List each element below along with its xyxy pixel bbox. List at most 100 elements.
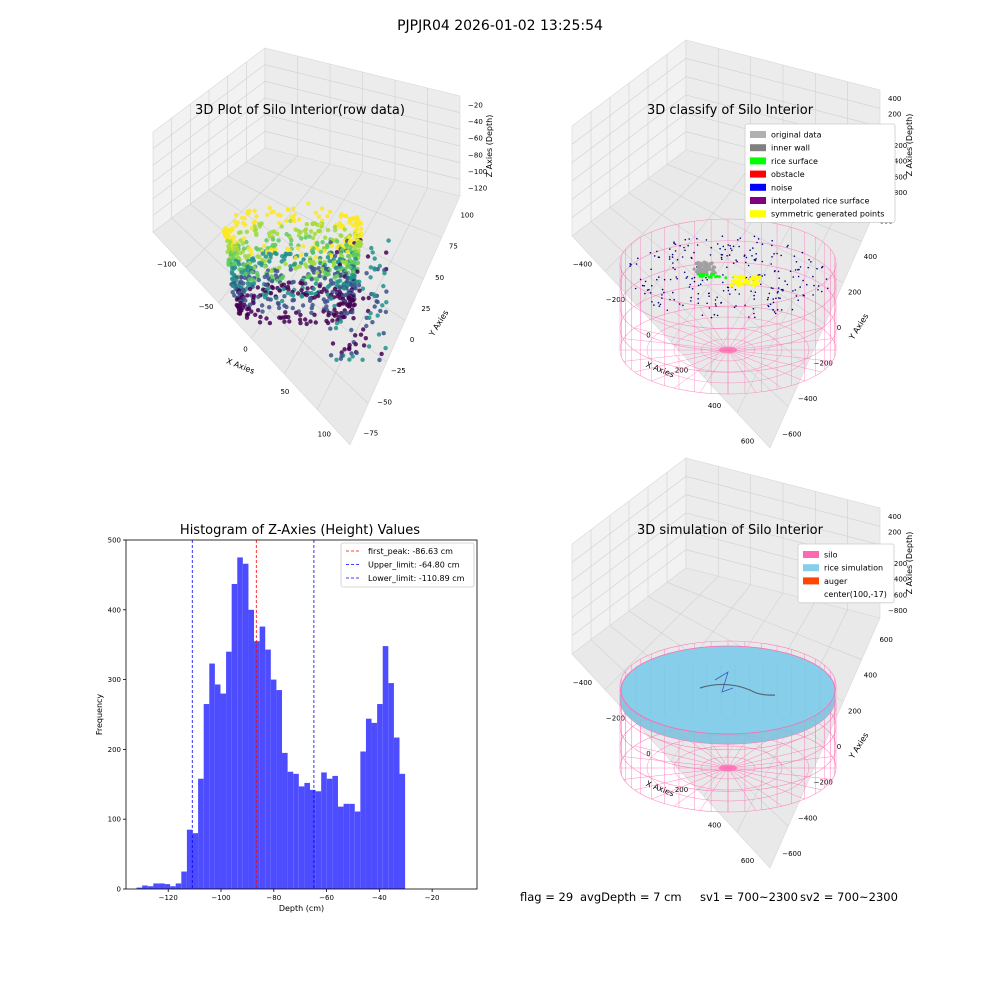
noise-point: [669, 248, 671, 250]
legend-label: noise: [771, 183, 792, 192]
data-point: [383, 345, 388, 351]
data-point: [338, 214, 343, 219]
y-tick-label: 600: [879, 636, 892, 644]
noise-point: [748, 316, 750, 318]
z-tick-label: −600: [888, 173, 907, 181]
noise-point: [777, 290, 779, 293]
data-point: [278, 315, 284, 320]
noise-point: [730, 247, 732, 250]
data-point: [357, 279, 362, 284]
noise-point: [735, 305, 737, 307]
noise-point: [801, 251, 804, 254]
noise-point: [738, 293, 740, 295]
z-tick-label: −400: [888, 576, 907, 584]
data-point: [268, 297, 273, 302]
legend-label: obstacle: [771, 170, 805, 179]
noise-point: [784, 280, 786, 282]
noise-point: [766, 298, 769, 301]
noise-point: [794, 289, 797, 291]
noise-point: [797, 299, 799, 302]
z-axis-label: Z Axies (Depth): [905, 532, 914, 595]
symmetric-point: [734, 279, 738, 282]
data-point: [372, 267, 377, 272]
rice-surface-point: [710, 272, 714, 276]
noise-point: [744, 304, 746, 307]
data-point: [262, 264, 268, 269]
noise-point: [697, 292, 700, 295]
data-point: [314, 277, 320, 282]
data-point: [259, 303, 265, 308]
noise-point: [673, 242, 675, 245]
noise-point: [768, 292, 771, 295]
noise-point: [791, 308, 794, 311]
data-point: [280, 254, 285, 259]
noise-point: [793, 255, 796, 257]
noise-point: [674, 250, 677, 252]
data-point: [345, 275, 350, 281]
noise-point: [767, 296, 769, 299]
noise-point: [674, 268, 676, 271]
y-tick-label: −200: [814, 779, 833, 787]
data-point: [244, 315, 250, 320]
data-point: [313, 320, 318, 325]
symmetric-point: [739, 274, 743, 278]
noise-point: [750, 290, 752, 293]
data-point: [384, 250, 389, 255]
data-point: [262, 243, 267, 249]
data-point: [384, 289, 389, 294]
data-point: [288, 242, 294, 247]
noise-point: [668, 258, 671, 260]
symmetric-point: [751, 275, 754, 279]
data-point: [322, 276, 328, 281]
data-point: [346, 304, 351, 309]
legend-swatch: [803, 577, 819, 585]
noise-point: [734, 288, 737, 291]
data-point: [321, 309, 326, 314]
data-point: [365, 254, 371, 259]
data-point: [267, 305, 272, 310]
noise-point: [745, 276, 748, 279]
noise-point: [721, 258, 723, 261]
data-point: [338, 356, 344, 361]
noise-point: [753, 258, 756, 261]
histogram-bar: [214, 684, 221, 889]
status-flag: flag = 29: [520, 890, 574, 904]
silo-wire-floor-ring: [673, 745, 783, 791]
noise-point: [708, 292, 710, 295]
inner-wall-point: [707, 267, 711, 271]
noise-point: [759, 274, 761, 276]
data-point: [225, 249, 230, 255]
noise-point: [683, 271, 686, 274]
histogram-bar: [203, 704, 210, 889]
symmetric-point: [749, 277, 752, 281]
data-point: [312, 231, 318, 237]
noise-point: [757, 274, 760, 276]
auger-shadow: [699, 683, 776, 696]
noise-point: [777, 270, 780, 273]
z-tick-label: −800: [888, 189, 907, 197]
data-point: [329, 253, 335, 258]
noise-point: [772, 301, 775, 304]
z-tick-label: 400: [888, 513, 901, 521]
data-point: [367, 315, 372, 320]
histogram-bar: [248, 609, 255, 889]
histogram-bar: [310, 789, 316, 889]
z-tick-label: 400: [888, 95, 901, 103]
data-point: [236, 230, 242, 235]
data-point: [263, 282, 269, 288]
noise-point: [780, 254, 782, 257]
symmetric-point: [736, 284, 740, 287]
rice-surface-point: [700, 273, 704, 277]
histogram-bar: [315, 791, 322, 889]
x-tick-label: 0: [243, 346, 247, 354]
data-point: [361, 327, 366, 332]
data-point: [304, 321, 309, 327]
data-point: [243, 222, 248, 227]
data-point: [338, 319, 343, 324]
data-point: [368, 275, 373, 280]
data-point: [237, 311, 243, 316]
y-tick-label: 200: [108, 746, 121, 754]
data-point: [301, 244, 306, 249]
noise-point: [671, 256, 674, 258]
